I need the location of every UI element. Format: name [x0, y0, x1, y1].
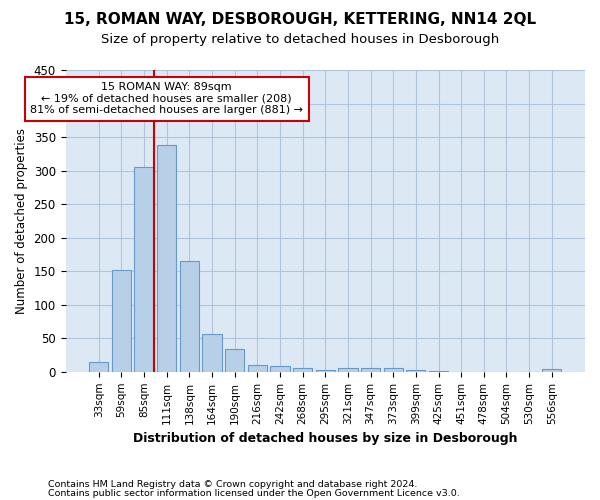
- Bar: [271, 366, 290, 372]
- Bar: [383, 368, 403, 372]
- Text: Contains public sector information licensed under the Open Government Licence v3: Contains public sector information licen…: [48, 489, 460, 498]
- Bar: [112, 270, 131, 372]
- Text: Contains HM Land Registry data © Crown copyright and database right 2024.: Contains HM Land Registry data © Crown c…: [48, 480, 418, 489]
- Bar: [248, 365, 267, 372]
- Bar: [180, 261, 199, 372]
- Bar: [361, 368, 380, 372]
- Text: 15, ROMAN WAY, DESBOROUGH, KETTERING, NN14 2QL: 15, ROMAN WAY, DESBOROUGH, KETTERING, NN…: [64, 12, 536, 28]
- Bar: [316, 370, 335, 372]
- Y-axis label: Number of detached properties: Number of detached properties: [15, 128, 28, 314]
- Text: Size of property relative to detached houses in Desborough: Size of property relative to detached ho…: [101, 32, 499, 46]
- Bar: [89, 362, 109, 372]
- Text: 15 ROMAN WAY: 89sqm
← 19% of detached houses are smaller (208)
81% of semi-detac: 15 ROMAN WAY: 89sqm ← 19% of detached ho…: [30, 82, 303, 116]
- Bar: [157, 145, 176, 372]
- Bar: [293, 368, 312, 372]
- X-axis label: Distribution of detached houses by size in Desborough: Distribution of detached houses by size …: [133, 432, 518, 445]
- Bar: [225, 349, 244, 372]
- Bar: [202, 334, 221, 372]
- Bar: [134, 168, 154, 372]
- Bar: [429, 371, 448, 372]
- Bar: [406, 370, 425, 372]
- Bar: [338, 368, 358, 372]
- Bar: [542, 369, 562, 372]
